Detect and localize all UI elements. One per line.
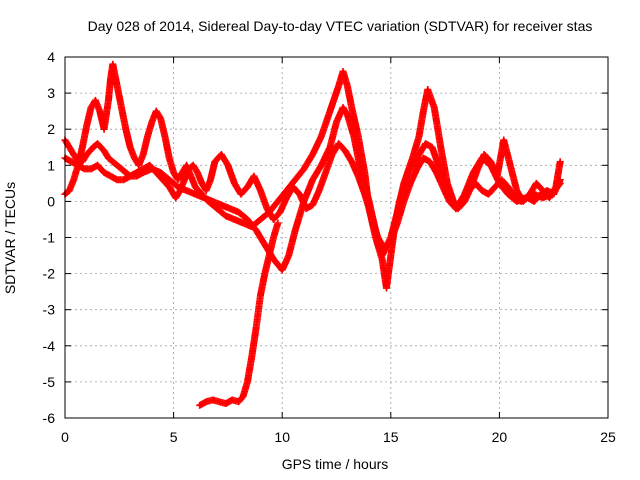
grid-lines xyxy=(65,57,608,418)
data-point xyxy=(274,219,282,227)
axis-ticks: 0 5 10 15 20 25 -6 -5 -4 -3 -2 -1 0 1 2 3 4 xyxy=(43,49,616,445)
y-tick-label: -6 xyxy=(43,410,56,426)
x-tick-label: 25 xyxy=(600,429,616,445)
y-tick-label: -1 xyxy=(43,230,56,246)
x-tick-label: 20 xyxy=(492,429,508,445)
x-tick-label: 0 xyxy=(61,429,69,445)
y-axis-label: SDTVAR / TECUs xyxy=(2,181,18,295)
x-tick-label: 10 xyxy=(274,429,290,445)
y-tick-label: -2 xyxy=(43,266,56,282)
y-tick-label: 2 xyxy=(47,121,55,137)
y-tick-label: -4 xyxy=(43,338,56,354)
data-point xyxy=(556,158,564,166)
y-tick-label: 3 xyxy=(47,85,55,101)
data-point xyxy=(556,176,564,184)
y-tick-label: 1 xyxy=(47,157,55,173)
y-tick-label: 0 xyxy=(47,193,55,209)
y-tick-label: -3 xyxy=(43,302,56,318)
data-points xyxy=(61,60,564,409)
x-tick-label: 5 xyxy=(170,429,178,445)
chart-title: Day 028 of 2014, Sidereal Day-to-day VTE… xyxy=(87,18,593,34)
y-tick-label: 4 xyxy=(47,49,55,65)
x-tick-label: 15 xyxy=(383,429,399,445)
y-tick-label: -5 xyxy=(43,374,56,390)
x-axis-label: GPS time / hours xyxy=(281,456,389,472)
